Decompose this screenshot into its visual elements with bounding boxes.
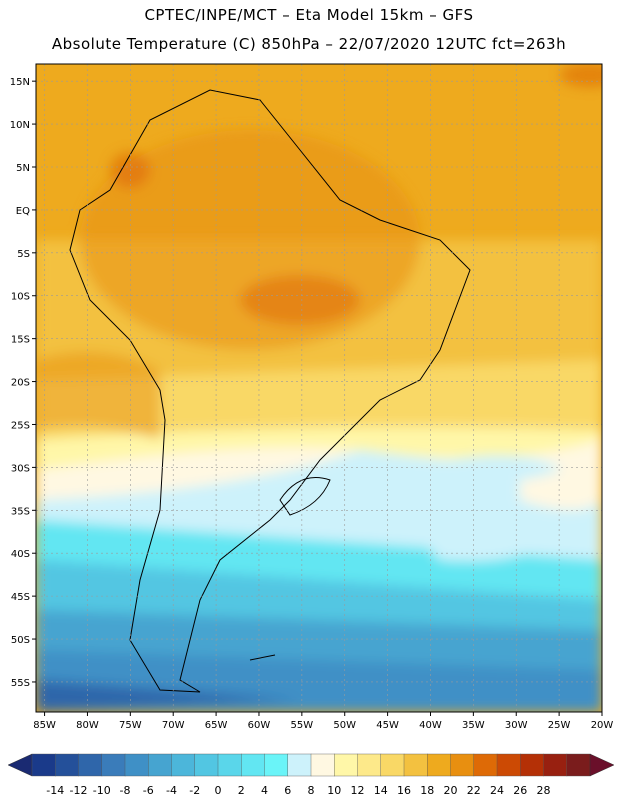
lon-tick-label: 30W: [505, 720, 528, 731]
colorbar-tick-label: 10: [327, 784, 341, 797]
map-subtitle: Absolute Temperature (C) 850hPa – 22/07/…: [51, 35, 567, 53]
colorbar-labels: -14 -12 -10 -8 -6 -4 -2 0 2 4 6 8 10 12 14 16 18 20 22 24 26…: [46, 784, 550, 797]
colorbar-swatch: [194, 753, 219, 777]
lon-tick-label: 55W: [291, 720, 314, 731]
lat-tick-label: 50S: [11, 635, 30, 646]
colorbar-tick-label: 24: [490, 784, 504, 797]
colorbar: [7, 753, 615, 777]
colorbar-tick-label: -14: [46, 784, 64, 797]
lon-tick-label: 70W: [162, 720, 185, 731]
colorbar-tick-label: 22: [467, 784, 481, 797]
temperature-field: [36, 64, 602, 712]
colorbar-tick-label: 8: [308, 784, 315, 797]
colorbar-swatch: [78, 753, 103, 777]
colorbar-tick-label: 18: [420, 784, 434, 797]
colorbar-swatch: [264, 753, 289, 777]
colorbar-swatch: [241, 753, 265, 777]
colorbar-swatch: [427, 753, 451, 777]
colorbar-tick-label: -8: [120, 784, 131, 797]
lat-tick-label: 5N: [16, 163, 30, 174]
colorbar-tick-label: 6: [284, 784, 291, 797]
lon-tick-label: 50W: [333, 720, 356, 731]
colorbar-tick-label: 4: [261, 784, 268, 797]
lat-tick-label: 20S: [11, 378, 30, 389]
lat-tick-label: 45S: [11, 592, 30, 603]
lat-tick-label: 35S: [11, 506, 30, 517]
colorbar-swatch: [287, 753, 312, 777]
lat-tick-label: 10S: [11, 292, 30, 303]
lat-tick-label: 55S: [11, 678, 30, 689]
colorbar-tick-label: 28: [537, 784, 551, 797]
lon-tick-label: 45W: [376, 720, 399, 731]
colorbar-tick-label: 20: [444, 784, 458, 797]
colorbar-swatch: [403, 753, 428, 777]
colorbar-tick-label: 26: [513, 784, 527, 797]
lon-tick-label: 80W: [76, 720, 99, 731]
colorbar-tick-label: -12: [70, 784, 88, 797]
colorbar-swatch: [566, 753, 591, 777]
colorbar-swatch: [473, 753, 498, 777]
lon-tick-label: 60W: [248, 720, 271, 731]
colorbar-swatch: [171, 753, 196, 777]
lat-tick-label: 10N: [10, 120, 30, 131]
colorbar-tick-label: 12: [351, 784, 365, 797]
colorbar-tick-label: 2: [238, 784, 245, 797]
colorbar-swatch: [334, 753, 358, 777]
colorbar-swatch: [31, 753, 56, 777]
map-frame: [35, 63, 603, 713]
lat-tick-label: 5S: [17, 249, 30, 260]
colorbar-swatch: [543, 753, 568, 777]
colorbar-tick-label: 16: [397, 784, 411, 797]
lat-tick-label: 15S: [11, 335, 30, 346]
lon-tick-label: 35W: [462, 720, 485, 731]
lat-tick-label: 30S: [11, 463, 30, 474]
colorbar-swatch: [217, 753, 242, 777]
colorbar-swatch: [496, 753, 521, 777]
colorbar-swatch: [148, 753, 172, 777]
lat-tick-label: EQ: [16, 206, 30, 217]
colorbar-swatch: [520, 753, 544, 777]
lon-tick-label: 40W: [419, 720, 442, 731]
colorbar-tick-label: 0: [215, 784, 222, 797]
map-gridlines: [36, 64, 602, 712]
lat-tick-label: 25S: [11, 420, 30, 431]
lon-tick-label: 20W: [591, 720, 614, 731]
colorbar-swatch: [310, 753, 335, 777]
colorbar-swatch: [380, 753, 405, 777]
lon-tick-label: 65W: [205, 720, 228, 731]
lon-tick-label: 25W: [548, 720, 571, 731]
colorbar-tick-label: 14: [374, 784, 388, 797]
lat-tick-label: 40S: [11, 549, 30, 560]
colorbar-tick-label: -4: [166, 784, 177, 797]
lon-tick-label: 85W: [33, 720, 56, 731]
colorbar-swatch: [124, 753, 149, 777]
colorbar-tick-label: -6: [143, 784, 154, 797]
longitude-axis: 85W 80W 75W 70W 65W 60W 55W 50W 45W 40W 35W 30W 25W 2…: [33, 712, 613, 731]
lat-tick-label: 15N: [10, 77, 30, 88]
colorbar-high-arrow: [589, 753, 615, 777]
colorbar-swatch: [101, 753, 126, 777]
map-title: CPTEC/INPE/MCT – Eta Model 15km – GFS: [144, 6, 474, 24]
latitude-axis: 15N 10N 5N EQ 5S 10S 15S 20S 25S 30S 35S 40S 45S 50S 5…: [10, 77, 36, 689]
lon-tick-label: 75W: [119, 720, 142, 731]
colorbar-tick-label: -2: [189, 784, 200, 797]
colorbar-tick-label: -10: [93, 784, 111, 797]
colorbar-swatch: [450, 753, 475, 777]
continent-outline: [69, 89, 471, 693]
colorbar-swatch: [55, 753, 79, 777]
colorbar-swatch: [357, 753, 382, 777]
colorbar-low-arrow: [7, 753, 33, 777]
